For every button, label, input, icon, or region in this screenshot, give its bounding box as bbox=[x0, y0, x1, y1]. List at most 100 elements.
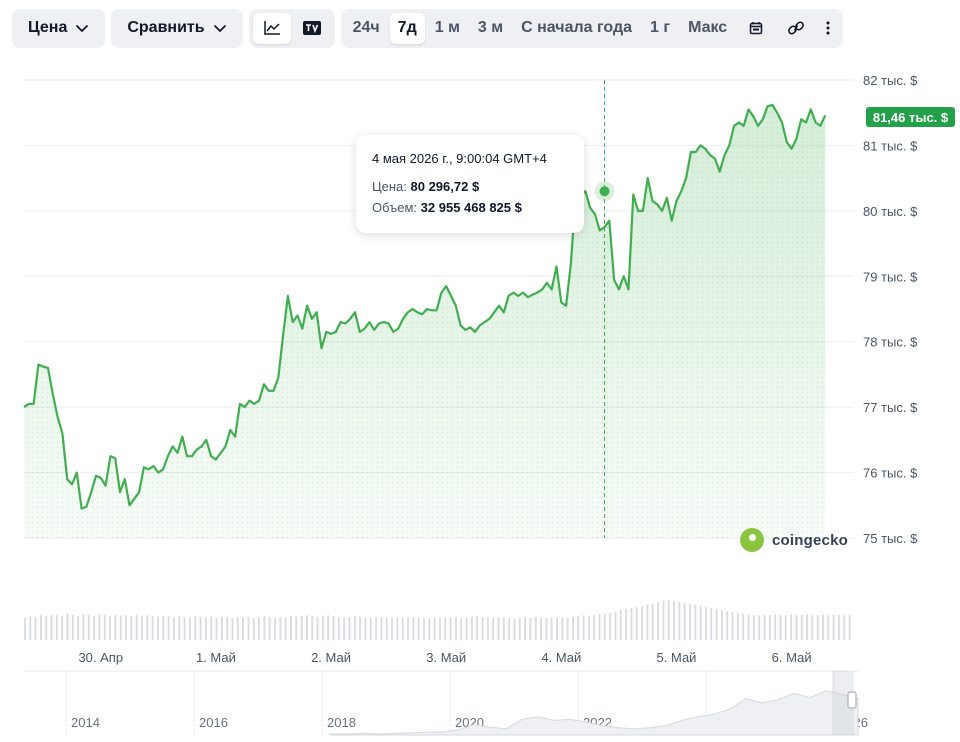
volume-bar bbox=[699, 605, 702, 640]
volume-bar bbox=[40, 615, 42, 640]
range-ytd[interactable]: С начала года bbox=[521, 19, 633, 36]
volume-bar bbox=[103, 615, 106, 640]
y-axis: 82 тыс. $ 81 тыс. $ 80 тыс. $ 79 тыс. $ 78 т… bbox=[863, 73, 918, 546]
volume-bar bbox=[657, 602, 659, 640]
volume-bar bbox=[220, 616, 223, 640]
volume-bar bbox=[566, 617, 569, 640]
chart-type-toggle bbox=[248, 8, 335, 48]
volume-bar bbox=[194, 616, 197, 640]
calendar-button[interactable] bbox=[737, 13, 775, 44]
volume-bar bbox=[204, 617, 207, 640]
tradingview-button[interactable] bbox=[293, 13, 331, 44]
volume-bar bbox=[449, 617, 452, 640]
more-options-button[interactable] bbox=[817, 13, 839, 44]
volume-bar bbox=[763, 614, 766, 640]
volume-bar bbox=[55, 615, 58, 640]
volume-bar bbox=[146, 615, 149, 640]
volume-bar bbox=[321, 616, 324, 640]
volume-bar bbox=[497, 617, 500, 640]
range-1y[interactable]: 1 г bbox=[650, 19, 671, 36]
tooltip-price-value: 80 296,72 $ bbox=[410, 179, 480, 194]
volume-bar bbox=[364, 617, 367, 640]
volume-bar bbox=[481, 616, 484, 640]
volume-bar bbox=[130, 616, 133, 640]
volume-bar bbox=[492, 618, 495, 640]
volume-bar bbox=[439, 618, 441, 640]
volume-bar bbox=[428, 618, 431, 640]
y-tick-label: 78 тыс. $ bbox=[863, 335, 918, 350]
volume-bar bbox=[588, 616, 590, 640]
volume-bar bbox=[82, 614, 85, 640]
volume-bar bbox=[556, 618, 558, 640]
volume-bar bbox=[582, 615, 585, 640]
price-area-pattern bbox=[24, 104, 826, 539]
calendar-icon bbox=[749, 22, 763, 35]
volume-bar bbox=[736, 612, 739, 640]
volume-bar bbox=[29, 616, 32, 640]
volume-bar bbox=[848, 615, 851, 640]
navigator-area bbox=[329, 690, 859, 736]
volume-bar bbox=[609, 612, 612, 640]
tooltip-title: 4 мая 2026 г., 9:00:04 GMT+4 bbox=[372, 151, 547, 166]
price-dropdown[interactable]: Цена bbox=[12, 8, 106, 48]
hover-point bbox=[599, 186, 610, 197]
volume-bar bbox=[423, 618, 425, 640]
compare-dropdown[interactable]: Сравнить bbox=[111, 8, 243, 48]
volume-bar bbox=[768, 615, 771, 640]
navigator-selection[interactable] bbox=[832, 671, 854, 735]
volume-bar bbox=[87, 615, 90, 640]
volume-bar bbox=[683, 603, 686, 640]
volume-bar bbox=[524, 617, 526, 640]
tradingview-icon bbox=[302, 21, 321, 35]
volume-bar bbox=[359, 616, 362, 640]
x-tick-label: 30. Апр bbox=[78, 650, 123, 665]
y-tick-label: 77 тыс. $ bbox=[863, 400, 918, 415]
hover-tooltip: 4 мая 2026 г., 9:00:04 GMT+4 Цена: 80 29… bbox=[356, 135, 584, 233]
volume-bar bbox=[236, 617, 239, 640]
volume-bar bbox=[470, 616, 473, 640]
volume-bar bbox=[66, 613, 69, 640]
line-chart-button[interactable] bbox=[252, 12, 291, 44]
volume-bar bbox=[641, 606, 644, 640]
volume-bar bbox=[407, 616, 409, 640]
volume-bar bbox=[34, 616, 37, 640]
volume-bar bbox=[98, 614, 101, 640]
volume-bar bbox=[694, 604, 697, 640]
range-24h[interactable]: 24ч bbox=[352, 19, 380, 36]
volume-bar bbox=[572, 616, 574, 640]
volume-bar bbox=[822, 614, 824, 640]
navigator-handle[interactable] bbox=[847, 691, 857, 709]
volume-bar bbox=[77, 616, 80, 640]
range-3m[interactable]: 3 м bbox=[477, 19, 504, 36]
coingecko-logo-icon bbox=[740, 528, 764, 552]
volume-bar bbox=[827, 615, 830, 640]
volume-bar bbox=[199, 616, 202, 640]
volume-bar bbox=[678, 602, 681, 640]
volume-bar bbox=[465, 617, 468, 640]
volume-bars bbox=[24, 600, 851, 640]
volume-bar bbox=[210, 616, 213, 640]
volume-bar bbox=[417, 617, 420, 640]
volume-bar bbox=[391, 618, 393, 640]
volume-bar bbox=[651, 604, 654, 640]
volume-bar bbox=[784, 615, 787, 640]
volume-bar bbox=[843, 615, 846, 640]
range-navigator[interactable]: 2014201620182020202220242026 bbox=[24, 670, 868, 736]
volume-bar bbox=[141, 615, 143, 640]
volume-bar bbox=[811, 615, 814, 640]
y-tick-label: 81 тыс. $ bbox=[863, 138, 918, 153]
volume-bar bbox=[832, 614, 835, 640]
link-icon bbox=[788, 21, 805, 35]
chevron-down-icon bbox=[213, 25, 226, 32]
volume-bar bbox=[263, 616, 266, 640]
range-7d[interactable]: 7д bbox=[389, 12, 425, 44]
volume-bar bbox=[316, 616, 319, 640]
volume-bar bbox=[353, 616, 356, 640]
volume-bar bbox=[630, 608, 633, 640]
share-link-button[interactable] bbox=[777, 13, 815, 44]
range-max[interactable]: Макс bbox=[688, 19, 728, 36]
x-tick-label: 3. Май bbox=[426, 650, 466, 665]
volume-bar bbox=[540, 618, 542, 640]
range-1m[interactable]: 1 м bbox=[434, 19, 460, 36]
